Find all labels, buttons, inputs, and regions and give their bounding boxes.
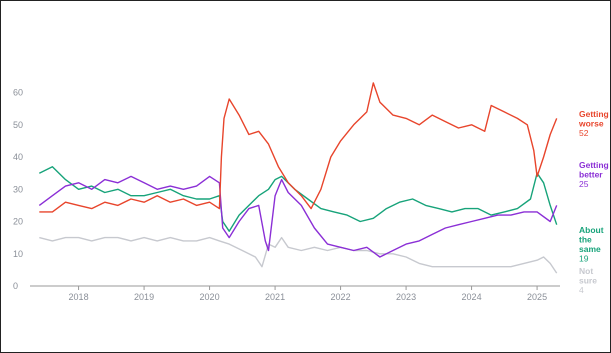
y-axis-ticks: 0 10 20 30 40 50 60	[13, 88, 23, 291]
x-tick-label: 2025	[527, 292, 547, 302]
x-tick-label: 2022	[331, 292, 351, 302]
series-value-notsure: 4	[579, 285, 584, 295]
x-axis-ticks: 2018 2019 2020 2021 2022 2023 2024 2025	[69, 286, 547, 302]
series-label-notsure: sure	[579, 276, 597, 286]
series-value-better: 25	[579, 179, 589, 189]
y-tick-label: 40	[13, 152, 23, 162]
series-value-worse: 52	[579, 128, 589, 138]
series-line-worse	[39, 82, 558, 213]
series-line-better	[38, 175, 558, 258]
series-labels: Gettingworse52Gettingbetter25Aboutthesam…	[578, 109, 609, 295]
x-tick-label: 2021	[265, 292, 285, 302]
series-label-better: better	[579, 170, 603, 180]
series-lines	[38, 82, 558, 274]
y-tick-label: 10	[13, 249, 23, 259]
series-line-same	[38, 166, 558, 232]
series-label-notsure: Not	[579, 266, 593, 276]
x-tick-label: 2019	[134, 292, 154, 302]
x-tick-label: 2024	[462, 292, 482, 302]
series-value-same: 19	[579, 254, 589, 264]
x-tick-label: 2018	[69, 292, 89, 302]
series-label-worse: Getting	[579, 109, 609, 119]
x-tick-label: 2023	[396, 292, 416, 302]
y-tick-label: 0	[13, 281, 18, 291]
y-tick-label: 30	[13, 184, 23, 194]
series-label-better: Getting	[579, 160, 609, 170]
y-tick-label: 60	[13, 88, 23, 98]
x-tick-label: 2020	[200, 292, 220, 302]
series-label-same: same	[579, 244, 601, 254]
y-tick-label: 50	[13, 120, 23, 130]
series-label-same: About	[579, 225, 604, 235]
series-line-notsure	[39, 236, 558, 274]
series-label-same: the	[579, 235, 592, 245]
y-tick-label: 20	[13, 217, 23, 227]
series-label-worse: worse	[578, 119, 604, 129]
